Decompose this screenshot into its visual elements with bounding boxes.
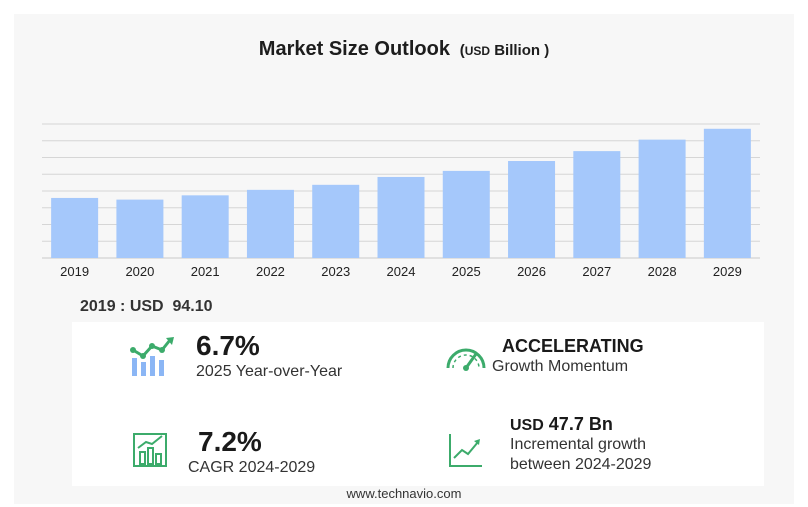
line-growth-icon (449, 434, 482, 467)
bar-2022 (246, 189, 294, 258)
incremental-stat: USD 47.7 Bn Incremental growth between 2… (510, 414, 652, 473)
stats-panel: 6.7% 2025 Year-over-Year ACCELERATING Gr… (72, 322, 764, 486)
speedometer-icon (446, 348, 486, 371)
x-tick-label: 2029 (713, 264, 742, 279)
footer-source: www.technavio.com (346, 486, 462, 501)
x-tick-label: 2025 (452, 264, 481, 279)
x-tick-label: 2021 (191, 264, 220, 279)
bar-2024 (377, 176, 425, 258)
chart-title: Market Size Outlook (USD Billion ) (0, 38, 808, 61)
cagr-stat: 7.2% CAGR 2024-2029 (188, 426, 316, 476)
x-tick-label: 2019 (60, 264, 89, 279)
title-unit: (USD Billion ) (459, 42, 550, 59)
bar-2021 (181, 195, 229, 258)
x-tick-label: 2028 (648, 264, 677, 279)
bar-2023 (312, 184, 360, 258)
x-tick-label: 2023 (321, 264, 350, 279)
bar-2028 (638, 139, 686, 258)
yoy-stat: 6.7% 2025 Year-over-Year (196, 330, 343, 380)
bar-2027 (573, 151, 621, 258)
x-tick-label: 2022 (256, 264, 285, 279)
bar-2020 (116, 199, 164, 258)
x-tick-label: 2026 (517, 264, 546, 279)
momentum-stat: ACCELERATING Growth Momentum (492, 336, 644, 375)
bar-chart: 2019 2020 2021 2022 2023 2024 2025 2026 2027 2028… (42, 123, 760, 279)
bar-trend-icon (130, 337, 174, 376)
x-tick-label: 2020 (125, 264, 154, 279)
growth-chart-icon (133, 433, 167, 467)
bar-2025 (442, 170, 490, 258)
bar-2029 (703, 128, 751, 258)
base-year-value: 2019 : USD 94.10 (80, 298, 213, 315)
bar-2019 (51, 197, 99, 258)
x-tick-label: 2027 (582, 264, 611, 279)
title-main: Market Size Outlook (258, 38, 450, 60)
x-tick-label: 2024 (387, 264, 416, 279)
bar-2026 (508, 161, 556, 258)
